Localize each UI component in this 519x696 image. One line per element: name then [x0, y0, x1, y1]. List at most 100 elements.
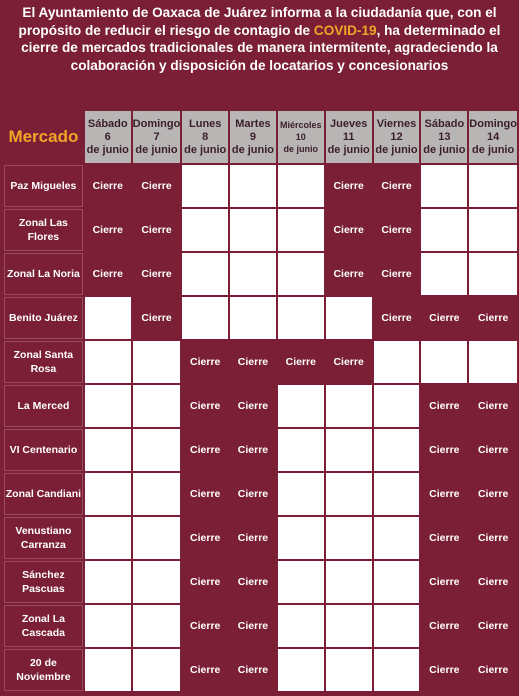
- open-cell: [132, 649, 181, 691]
- day-header-weekday: Martes: [235, 117, 271, 130]
- open-cell: [277, 385, 324, 427]
- open-cell: [325, 649, 372, 691]
- open-cell: [373, 649, 420, 691]
- day-header-date: 6: [104, 130, 111, 143]
- table-row: 20 de Noviembre Cierre Cierre Cierre Cierre: [4, 649, 517, 691]
- market-name: Zonal Santa Rosa: [4, 341, 83, 383]
- day-header-month: de junio: [423, 143, 466, 156]
- closure-cell: Cierre: [469, 561, 517, 603]
- day-header-month: de junio: [231, 143, 275, 156]
- closure-cell: Cierre: [469, 649, 517, 691]
- open-cell: [325, 385, 372, 427]
- intro-text-after: , ha determinado el cierre de mercados t…: [21, 22, 501, 73]
- intro-paragraph: El Ayuntamiento de Oaxaca de Juárez info…: [0, 4, 519, 74]
- closure-cell: Cierre: [325, 209, 372, 251]
- open-cell: [325, 473, 372, 515]
- open-cell: [84, 341, 131, 383]
- closure-cell: Cierre: [373, 297, 420, 339]
- market-name: Paz Migueles: [4, 165, 83, 207]
- open-cell: [277, 429, 324, 471]
- open-cell: [84, 517, 131, 559]
- day-header-date: 13: [438, 130, 451, 143]
- closure-cell: Cierre: [230, 605, 276, 647]
- open-cell: [469, 209, 517, 251]
- closure-cell: Cierre: [182, 561, 229, 603]
- closure-cell: Cierre: [421, 429, 468, 471]
- open-cell: [277, 253, 324, 295]
- day-header-weekday: Domingo: [132, 117, 181, 130]
- closure-cell: Cierre: [469, 517, 517, 559]
- closure-cell: Cierre: [182, 341, 229, 383]
- closure-cell: Cierre: [132, 209, 181, 251]
- open-cell: [421, 209, 468, 251]
- day-header-weekday: Viernes: [376, 117, 417, 130]
- open-cell: [373, 561, 420, 603]
- open-cell: [84, 429, 131, 471]
- open-cell: [373, 385, 420, 427]
- day-header: Sábado 13 de junio: [421, 111, 468, 163]
- closure-cell: Cierre: [421, 517, 468, 559]
- closure-cell: Cierre: [421, 605, 468, 647]
- open-cell: [84, 649, 131, 691]
- closure-cell: Cierre: [469, 605, 517, 647]
- closure-cell: Cierre: [325, 253, 372, 295]
- closure-cell: Cierre: [421, 297, 468, 339]
- day-header-month: de junio: [375, 143, 418, 156]
- open-cell: [132, 517, 181, 559]
- market-name: Zonal La Noria: [4, 253, 83, 295]
- closure-cell: Cierre: [325, 165, 372, 207]
- day-header: Domingo 14 de junio: [469, 111, 517, 163]
- open-cell: [277, 473, 324, 515]
- table-row: Sánchez Pascuas Cierre Cierre Cierre Cierre: [4, 561, 517, 603]
- open-cell: [132, 605, 181, 647]
- closure-cell: Cierre: [469, 429, 517, 471]
- open-cell: [325, 605, 372, 647]
- market-name: 20 de Noviembre: [4, 649, 83, 691]
- market-name: Zonal Candiani: [4, 473, 83, 515]
- table-body: Paz Migueles Cierre Cierre Cierre Cierre Zona…: [4, 165, 517, 691]
- closure-cell: Cierre: [325, 341, 372, 383]
- day-header-weekday: Miércoles: [280, 120, 322, 130]
- closure-cell: Cierre: [230, 649, 276, 691]
- closure-cell: Cierre: [421, 561, 468, 603]
- open-cell: [132, 341, 181, 383]
- open-cell: [469, 341, 517, 383]
- open-cell: [182, 165, 229, 207]
- closure-cell: Cierre: [182, 605, 229, 647]
- open-cell: [277, 209, 324, 251]
- open-cell: [373, 517, 420, 559]
- day-header: Miércoles 10 de junio: [277, 111, 324, 163]
- closure-cell: Cierre: [421, 649, 468, 691]
- table-row: Venustiano Carranza Cierre Cierre Cierre Cie…: [4, 517, 517, 559]
- open-cell: [277, 561, 324, 603]
- closure-cell: Cierre: [469, 473, 517, 515]
- day-header-month: de junio: [283, 144, 319, 154]
- table-row: Zonal Santa Rosa Cierre Cierre Cierre Cierre: [4, 341, 517, 383]
- day-header: Domingo 7 de junio: [132, 111, 181, 163]
- closure-cell: Cierre: [277, 341, 324, 383]
- day-header-date: 12: [390, 130, 403, 143]
- market-name: Venustiano Carranza: [4, 517, 83, 559]
- day-header-date: 9: [249, 130, 257, 143]
- open-cell: [373, 341, 420, 383]
- closure-cell: Cierre: [373, 165, 420, 207]
- closure-schedule-table: Mercado Sábado 6 de junio Domingo 7 de junio L…: [2, 109, 519, 693]
- open-cell: [182, 253, 229, 295]
- open-cell: [325, 429, 372, 471]
- closure-cell: Cierre: [84, 253, 131, 295]
- closure-cell: Cierre: [469, 297, 517, 339]
- day-header-date: 10: [295, 132, 306, 142]
- open-cell: [230, 253, 276, 295]
- table-row: Paz Migueles Cierre Cierre Cierre Cierre: [4, 165, 517, 207]
- day-header-date: 11: [342, 130, 355, 143]
- day-header-month: de junio: [472, 143, 515, 156]
- open-cell: [84, 473, 131, 515]
- closure-cell: Cierre: [132, 165, 181, 207]
- open-cell: [421, 253, 468, 295]
- closure-cell: Cierre: [230, 385, 276, 427]
- open-cell: [325, 561, 372, 603]
- open-cell: [182, 209, 229, 251]
- closure-cell: Cierre: [132, 253, 181, 295]
- closure-cell: Cierre: [182, 429, 229, 471]
